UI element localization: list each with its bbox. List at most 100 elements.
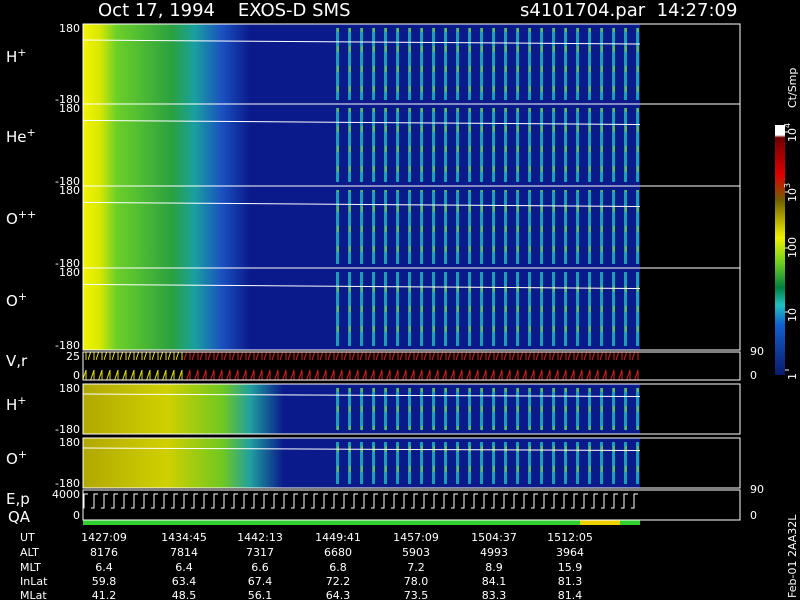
y-tick-label: 25 — [66, 350, 80, 363]
y-tick-label: -180 — [55, 257, 80, 270]
cell: 84.1 — [482, 575, 507, 588]
y2-tick-label: 90 — [750, 483, 764, 496]
colorbar-title: Ct/Smp — [786, 68, 799, 108]
colorbar-tick-label-base: 1 — [786, 373, 799, 380]
trace-line — [82, 393, 641, 397]
side-note: Feb-01 2AA32L — [786, 514, 799, 598]
trace-line — [82, 119, 641, 125]
cell: 5903 — [402, 546, 430, 559]
cell: 83.3 — [482, 589, 507, 600]
cell: 72.2 — [326, 575, 351, 588]
panel-label: O+ — [6, 290, 27, 310]
y-tick-label: 180 — [59, 102, 80, 115]
panel-label: He+ — [6, 126, 36, 146]
colorbar-tick-label-base: 10 — [786, 308, 799, 322]
spectrogram-bursts — [330, 272, 640, 346]
colorbar — [775, 125, 785, 375]
velocity-red — [183, 352, 640, 380]
y-tick-label: 180 — [59, 382, 80, 395]
cell: 78.0 — [404, 575, 429, 588]
row-header: InLat — [20, 575, 48, 588]
panel-label: O+ — [6, 448, 27, 468]
cell: 1457:09 — [393, 531, 439, 544]
y-tick-label: -180 — [55, 175, 80, 188]
cell: 6.4 — [95, 561, 113, 574]
trace-line — [82, 201, 641, 207]
cell: 1442:13 — [237, 531, 283, 544]
panel-label: QA — [8, 508, 31, 526]
panel-label-base: H — [6, 48, 17, 66]
cell: 63.4 — [172, 575, 197, 588]
colorbar-tick-label-sup: 4 — [783, 123, 792, 128]
spectrogram-bursts — [330, 28, 640, 100]
panel-frame — [82, 489, 741, 521]
y-tick-label: 0 — [73, 509, 80, 522]
y-tick-label: -180 — [55, 93, 80, 106]
panel-label: O++ — [6, 208, 36, 228]
cell: 8176 — [90, 546, 118, 559]
y-tick-label: 180 — [59, 436, 80, 449]
panel-label: H+ — [6, 394, 27, 414]
y2-tick-label: 0 — [750, 369, 757, 382]
cell: 3964 — [556, 546, 584, 559]
panel-label-base: H — [6, 396, 17, 414]
y-tick-label: 180 — [59, 184, 80, 197]
panel-frame — [82, 267, 741, 351]
colorbar-tick-label-sup: 3 — [783, 183, 792, 188]
y-tick-label: -180 — [55, 339, 80, 352]
energy-trace — [83, 490, 640, 520]
panel-frame — [82, 351, 741, 381]
cell: 6.6 — [251, 561, 269, 574]
cell: 15.9 — [558, 561, 583, 574]
colorbar-tick-label-base: 10 — [786, 188, 799, 202]
velocity-yellow — [83, 352, 183, 380]
y2-tick-label: 90 — [750, 345, 764, 358]
colorbar-tick-label-base: 10 — [786, 128, 799, 142]
panel-label-sup: + — [27, 126, 36, 139]
panel-label-sup: ++ — [18, 208, 36, 221]
cell: 48.5 — [172, 589, 197, 600]
cell: 81.3 — [558, 575, 583, 588]
title: Oct 17, 1994 EXOS-D SMS — [98, 0, 351, 21]
cell: 67.4 — [248, 575, 273, 588]
status-bar-flag — [580, 520, 620, 525]
cell: 59.8 — [92, 575, 117, 588]
cell: 1512:05 — [547, 531, 593, 544]
colorbar-tick-label: 104 — [783, 123, 799, 142]
colorbar-tick-label: 103 — [783, 183, 799, 202]
cell: 4993 — [480, 546, 508, 559]
row-header: MLT — [20, 561, 41, 574]
row-header: ALT — [20, 546, 39, 559]
trace-line — [82, 39, 641, 45]
cell: 6.4 — [175, 561, 193, 574]
panel-label-base: O — [6, 292, 18, 310]
panel-label: E,p — [6, 490, 30, 508]
y-tick-label: 180 — [59, 266, 80, 279]
panel-frame — [82, 383, 741, 435]
cell: 1449:41 — [315, 531, 361, 544]
trace-line — [82, 283, 641, 289]
y-tick-label: 4000 — [52, 488, 80, 501]
panel-label-base: He — [6, 128, 27, 146]
cell: 7814 — [170, 546, 198, 559]
panel-frame — [82, 437, 741, 489]
cell: 1434:45 — [161, 531, 207, 544]
cell: 1427:09 — [81, 531, 127, 544]
y-tick-label: -180 — [55, 423, 80, 436]
cell: 7.2 — [407, 561, 425, 574]
panel-label-sup: + — [18, 290, 27, 303]
y-tick-label: -180 — [55, 477, 80, 490]
cell: 6.8 — [329, 561, 347, 574]
panel-label-base: E,p — [6, 490, 30, 508]
spectrogram-bursts — [330, 442, 640, 484]
panel-label-sup: + — [17, 46, 26, 59]
panel-label-base: O — [6, 450, 18, 468]
spectrogram-bursts — [330, 388, 640, 430]
spectrogram-bursts — [330, 108, 640, 182]
cell: 41.2 — [92, 589, 117, 600]
y-tick-label: 180 — [59, 22, 80, 35]
colorbar-tick-label-base: 100 — [786, 237, 799, 258]
cell: 1504:37 — [471, 531, 517, 544]
row-header: UT — [20, 531, 35, 544]
